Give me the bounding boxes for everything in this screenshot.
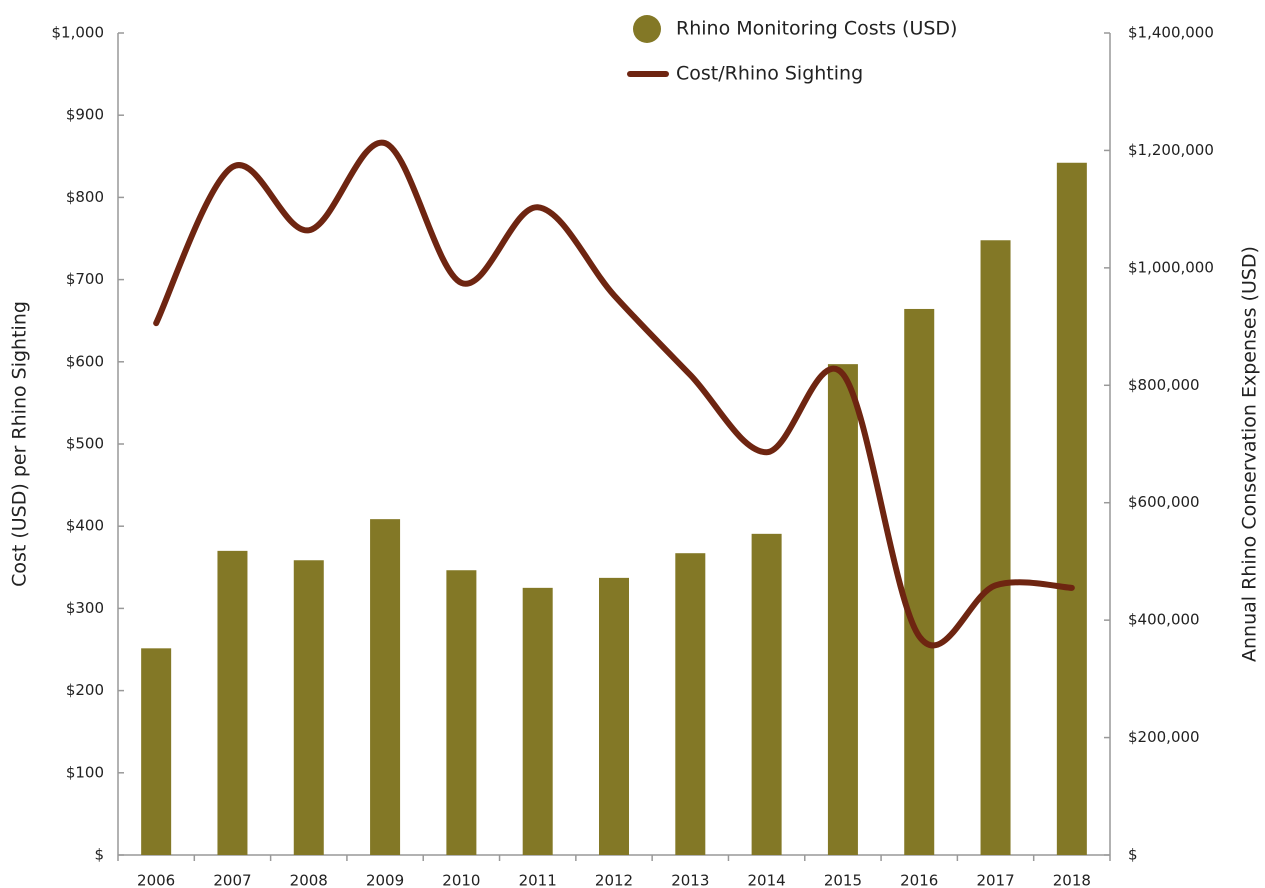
bar [904, 308, 935, 855]
y-tick-label: $1,000 [52, 24, 105, 42]
y-tick-label: $900 [66, 106, 104, 124]
y2-tick-label: $ [1128, 846, 1138, 864]
y-tick-label: $100 [66, 763, 104, 781]
x-tick-label: 2015 [824, 872, 862, 888]
y-tick-label: $500 [66, 435, 104, 453]
y2-tick-label: $1,400,000 [1128, 24, 1214, 42]
bar [827, 364, 858, 855]
bar [217, 550, 248, 855]
x-tick-label: 2016 [900, 872, 938, 888]
bar [293, 560, 324, 855]
y-tick-label: $ [94, 846, 104, 864]
y-tick-label: $400 [66, 517, 104, 535]
x-tick-label: 2017 [976, 872, 1014, 888]
x-tick-label: 2007 [213, 872, 251, 888]
legend-label: Cost/Rhino Sighting [676, 63, 863, 85]
y-tick-label: $300 [66, 599, 104, 617]
y-tick-label: $800 [66, 188, 104, 206]
y2-tick-label: $600,000 [1128, 493, 1200, 511]
x-tick-label: 2018 [1053, 872, 1091, 888]
x-tick-label: 2011 [519, 872, 557, 888]
line [153, 139, 1075, 649]
bar [751, 533, 782, 855]
y-tick-label: $700 [66, 270, 104, 288]
x-tick-label: 2013 [671, 872, 709, 888]
bar [522, 587, 553, 855]
x-tick-label: 2012 [595, 872, 633, 888]
legend-label: Rhino Monitoring Costs (USD) [676, 18, 957, 40]
y-tick-label: $200 [66, 681, 104, 699]
x-tick-label: 2008 [290, 872, 328, 888]
y-tick-label: $600 [66, 352, 104, 370]
y2-tick-label: $200,000 [1128, 728, 1200, 746]
bar [141, 648, 172, 855]
bar [370, 519, 401, 855]
y2-tick-label: $1,200,000 [1128, 141, 1214, 159]
x-tick-label: 2009 [366, 872, 404, 888]
bar [446, 570, 477, 855]
x-tick-label: 2010 [442, 872, 480, 888]
y-axis-title: Cost (USD) per Rhino Sighting [9, 301, 31, 587]
y2-axis-title: Annual Rhino Conservation Expenses (USD) [1239, 246, 1261, 662]
y2-tick-label: $800,000 [1128, 376, 1200, 394]
bar [599, 577, 629, 855]
bar [675, 553, 706, 855]
legend-marker [633, 15, 661, 43]
bar [980, 240, 1011, 856]
x-tick-label: 2006 [137, 872, 175, 888]
bar [1056, 162, 1087, 856]
y2-tick-label: $1,000,000 [1128, 258, 1214, 276]
y2-tick-label: $400,000 [1128, 611, 1200, 629]
x-tick-label: 2014 [748, 872, 786, 888]
